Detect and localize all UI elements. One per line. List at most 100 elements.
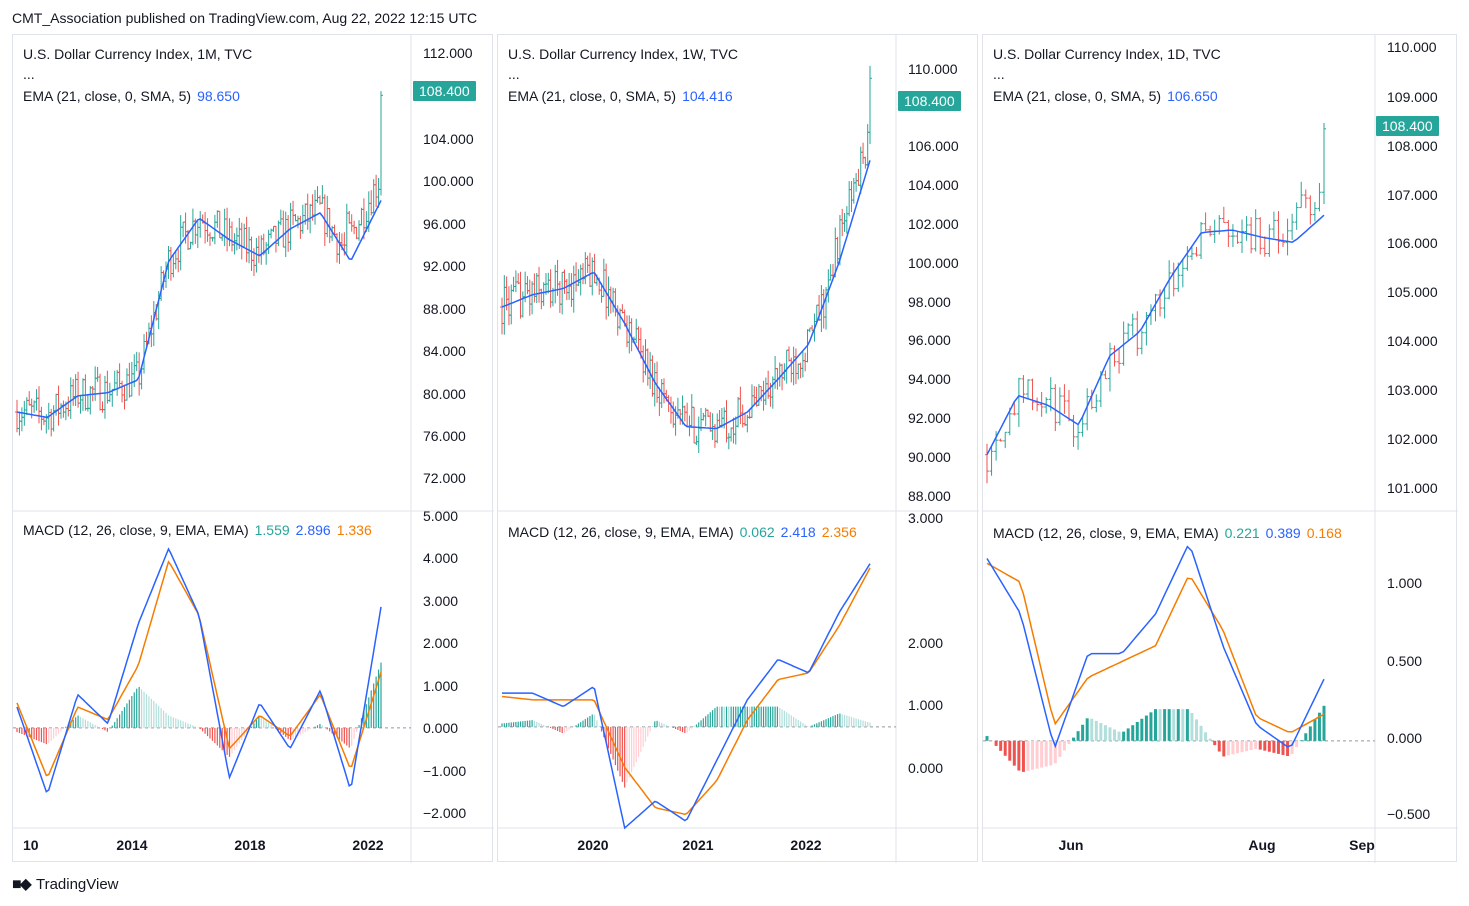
macd-label: MACD (12, 26, close, 9, EMA, EMA) [23,522,249,538]
price-tick-label: 88.000 [423,301,466,317]
macd-hist-value: 0.221 [1224,525,1260,541]
time-tick-label: 2021 [682,837,713,853]
price-tick-label: 103.000 [1387,382,1438,398]
last-price-label: 108.400 [1376,116,1439,136]
tradingview-logo-icon: ■◆ [12,876,32,893]
monthly-chart-panel[interactable]: 112.000 10 4.000 100.000 96.000 92.000 88.000 8… [12,34,494,863]
price-tick-label: 92.000 [908,410,951,426]
macd-signal-line [16,560,382,777]
macd-tick-label: 0.000 [423,720,458,736]
ema-label: EMA (21, close, 0, SMA, 5) [508,88,677,104]
last-price-label: 108.400 [413,81,476,101]
price-tick-label: 106.000 [1387,235,1438,251]
price-tick-label: 92.000 [423,258,466,274]
monthly-ema-legend: EMA (21, close, 0, SMA, 5) 98.650 [23,88,240,104]
macd-tick-label: 5.000 [423,508,458,524]
macd-signal-value: 1.336 [336,522,372,538]
price-tick-label: 112.000 [423,45,473,61]
macd-tick-label: 3.000 [908,510,943,526]
daily-chart-panel[interactable]: 110.000 109.000 108.000 107.000 106.000 105.0… [982,34,1458,863]
macd-line [16,547,382,793]
time-tick-label: 2022 [790,837,821,853]
macd-label: MACD (12, 26, close, 9, EMA, EMA) [993,525,1219,541]
price-tick-label: 110.000 [908,61,958,77]
daily-chart-canvas[interactable]: 110.000 109.000 108.000 107.000 106.000 105.0… [983,35,1458,863]
price-tick-label: 105.000 [1387,284,1438,300]
macd-line [502,563,871,830]
macd-hist-value: 0.062 [739,524,775,540]
macd-tick-label: 2.000 [908,635,943,651]
monthly-chart-title: U.S. Dollar Currency Index, 1M, TVC [23,46,253,62]
more-icon[interactable]: ... [23,66,35,82]
price-tick-label: 102.000 [1387,431,1438,447]
price-tick-label: 101.000 [1387,480,1438,496]
price-tick-label: 72.000 [423,470,466,486]
price-tick-label: 76.000 [423,428,466,444]
ema-line [16,200,382,419]
macd-tick-label: −2.000 [423,805,466,821]
macd-tick-label: 2.000 [423,635,458,651]
macd-tick-label: 1.000 [1387,575,1422,591]
macd-tick-label: −1.000 [423,763,466,779]
macd-signal-line [501,567,871,816]
price-tick-label: 100.000 [423,173,474,189]
weekly-macd-legend: MACD (12, 26, close, 9, EMA, EMA) 0.062 2.… [508,524,857,540]
time-tick-label: Aug [1248,837,1275,853]
weekly-chart-canvas[interactable]: 110.000 106.000 104.000 102.000 100.000 98.00… [498,35,979,863]
daily-ema-legend: EMA (21, close, 0, SMA, 5) 106.650 [993,88,1218,104]
time-tick-label: 10 [23,837,39,853]
price-tick-label: 104.000 [1387,333,1438,349]
price-tick-label: 96.000 [908,332,951,348]
ema-label: EMA (21, close, 0, SMA, 5) [993,88,1162,104]
weekly-ema-legend: EMA (21, close, 0, SMA, 5) 104.416 [508,88,733,104]
price-tick-label: 102.000 [908,216,959,232]
last-price-label: 108.400 [898,91,961,111]
price-tick-label: 90.000 [908,449,951,465]
ema-value: 106.650 [1167,88,1218,104]
price-tick-label: 84.000 [423,343,466,359]
footer-brand: TradingView [35,875,119,893]
weekly-chart-panel[interactable]: 110.000 106.000 104.000 102.000 100.000 98.00… [497,34,979,863]
macd-tick-label: 0.000 [1387,730,1422,746]
price-tick-label: 109.000 [1387,89,1438,105]
macd-label: MACD (12, 26, close, 9, EMA, EMA) [508,524,734,540]
monthly-macd-legend: MACD (12, 26, close, 9, EMA, EMA) 1.559 2.… [23,522,372,538]
price-tick-label: 80.000 [423,386,466,402]
macd-tick-label: 4.000 [423,550,458,566]
macd-signal-value: 2.356 [821,524,857,540]
time-tick-label: 2014 [116,837,147,853]
macd-signal-value: 0.168 [1306,525,1342,541]
macd-line-value: 2.896 [295,522,331,538]
price-tick-label: 94.000 [908,371,951,387]
publish-header: CMT_Association published on TradingView… [12,10,478,26]
macd-tick-label: −1.000 [908,35,951,38]
macd-tick-label: 0.000 [908,760,943,776]
tradingview-footer[interactable]: ■◆ TradingView [12,874,119,894]
more-icon[interactable]: ... [508,66,520,82]
daily-macd-legend: MACD (12, 26, close, 9, EMA, EMA) 0.221 0.… [993,525,1342,541]
price-tick-label: 96.000 [423,216,466,232]
ema-label: EMA (21, close, 0, SMA, 5) [23,88,192,104]
time-tick-label: 2020 [577,837,608,853]
macd-signal-line [986,562,1325,733]
macd-hist-value: 1.559 [254,522,290,538]
time-tick-label: Jun [1059,837,1084,853]
macd-line [986,545,1325,749]
macd-tick-label: 0.500 [1387,653,1422,669]
price-tick-label: 104.000 [908,177,959,193]
macd-tick-label: −0.500 [1387,806,1430,822]
ema-line [986,214,1325,456]
price-tick-label: 88.000 [908,488,951,504]
macd-line-value: 2.418 [780,524,816,540]
daily-chart-title: U.S. Dollar Currency Index, 1D, TVC [993,46,1221,62]
macd-tick-label: 1.000 [423,678,458,694]
time-tick-label: 2018 [234,837,265,853]
more-icon[interactable]: ... [993,66,1005,82]
monthly-chart-canvas[interactable]: 112.000 10 4.000 100.000 96.000 92.000 88.000 8… [13,35,494,863]
ema-value: 98.650 [197,88,240,104]
ema-line [501,160,871,430]
macd-tick-label: 3.000 [423,593,458,609]
ema-value: 104.416 [682,88,733,104]
macd-line-value: 0.389 [1265,525,1301,541]
price-tick-label: 110.000 [1387,39,1437,55]
